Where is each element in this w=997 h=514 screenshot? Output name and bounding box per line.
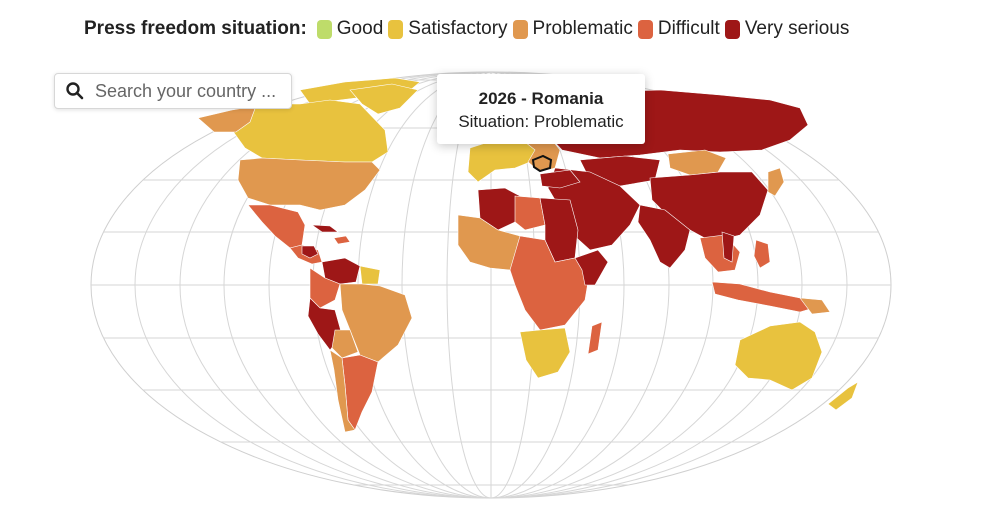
region-chile[interactable] bbox=[329, 349, 356, 433]
legend-label-difficult: Difficult bbox=[657, 18, 720, 39]
legend-item-good[interactable]: Good bbox=[316, 18, 384, 40]
legend-label-very-serious: Very serious bbox=[744, 18, 850, 39]
region-turkey[interactable] bbox=[539, 169, 581, 189]
region-guianas[interactable] bbox=[359, 265, 381, 285]
region-new-zealand[interactable] bbox=[827, 381, 859, 411]
country-search[interactable] bbox=[54, 73, 292, 109]
legend: Press freedom situation: Good Satisfacto… bbox=[84, 18, 854, 40]
region-brazil[interactable] bbox=[339, 283, 413, 363]
region-vietnam[interactable] bbox=[721, 231, 735, 263]
legend-item-problematic[interactable]: Problematic bbox=[512, 18, 633, 40]
region-cuba[interactable] bbox=[310, 224, 339, 233]
legend-item-very-serious[interactable]: Very serious bbox=[724, 18, 850, 40]
country-tooltip: 2026 - Romania Situation: Problematic bbox=[437, 74, 645, 144]
legend-label-satisfactory: Satisfactory bbox=[408, 18, 508, 39]
region-greenland[interactable] bbox=[349, 83, 419, 115]
region-philippines[interactable] bbox=[753, 239, 771, 269]
search-icon bbox=[66, 82, 84, 100]
search-input[interactable] bbox=[95, 80, 285, 102]
legend-swatch-satisfactory bbox=[388, 19, 404, 39]
region-papua[interactable] bbox=[799, 297, 831, 315]
region-india[interactable] bbox=[637, 204, 691, 269]
tooltip-title: 2026 - Romania bbox=[478, 89, 604, 108]
region-alaska-west[interactable] bbox=[197, 105, 257, 133]
legend-swatch-difficult bbox=[637, 19, 653, 39]
region-bolivia[interactable] bbox=[331, 329, 359, 359]
legend-swatch-very-serious bbox=[724, 19, 740, 39]
region-japan[interactable] bbox=[767, 167, 785, 197]
legend-title: Press freedom situation: bbox=[84, 18, 307, 39]
legend-item-satisfactory[interactable]: Satisfactory bbox=[388, 18, 508, 40]
region-central-africa[interactable] bbox=[509, 235, 591, 331]
region-nicaragua[interactable] bbox=[301, 245, 319, 259]
region-usa[interactable] bbox=[237, 157, 381, 211]
region-madagascar[interactable] bbox=[587, 321, 603, 355]
region-southern-africa[interactable] bbox=[519, 327, 571, 379]
legend-label-problematic: Problematic bbox=[532, 18, 633, 39]
region-libya[interactable] bbox=[514, 195, 546, 231]
region-haiti[interactable] bbox=[333, 235, 351, 245]
legend-swatch-good bbox=[316, 19, 332, 39]
region-romania[interactable] bbox=[531, 154, 553, 173]
region-australia[interactable] bbox=[734, 321, 823, 391]
legend-item-difficult[interactable]: Difficult bbox=[637, 18, 720, 40]
legend-label-good: Good bbox=[336, 18, 384, 39]
legend-swatch-problematic bbox=[512, 19, 528, 39]
region-horn-of-africa[interactable] bbox=[574, 249, 609, 286]
tooltip-situation: Situation: Problematic bbox=[458, 112, 624, 131]
